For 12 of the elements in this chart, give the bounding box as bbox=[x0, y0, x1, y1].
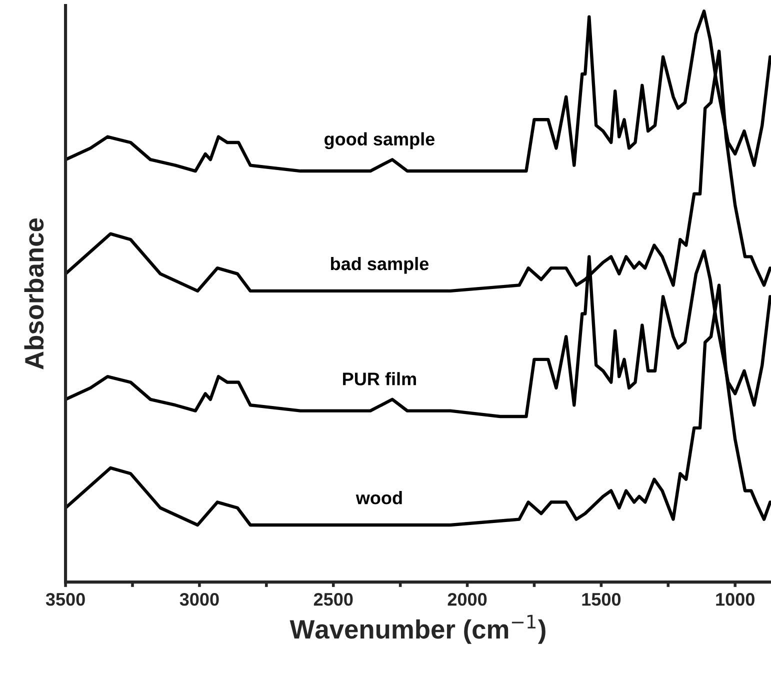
x-tick-label: 1000 bbox=[716, 592, 754, 606]
x-tick-label: 2500 bbox=[314, 592, 353, 606]
x-axis-title: Wavenumber (cm$^{−1}$) bbox=[290, 614, 546, 644]
series-label: bad sample bbox=[330, 256, 429, 274]
x-tick-label: 2000 bbox=[448, 592, 487, 606]
x-tick-label: 1500 bbox=[582, 592, 621, 606]
x-tick-label: 3500 bbox=[46, 592, 85, 606]
series-label: PUR film bbox=[343, 372, 416, 386]
x-tick-label: 3000 bbox=[180, 592, 219, 606]
y-axis-title: Absorbance bbox=[24, 218, 44, 370]
series-label: good sample bbox=[324, 132, 435, 150]
series-label: wood bbox=[356, 491, 402, 504]
